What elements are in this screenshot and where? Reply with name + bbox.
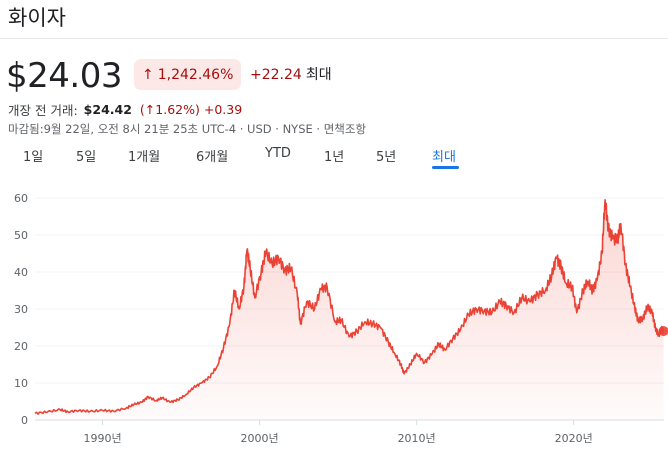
price-chart-svg: 0 10 20 30 40 50 60 1990년 2000년 2010년 2020년 bbox=[14, 192, 668, 445]
x-tick-label: 2010년 bbox=[398, 432, 436, 445]
absolute-change: +22.24 최대 bbox=[250, 64, 332, 84]
premarket-percent: (↑1.62%) bbox=[139, 102, 200, 117]
range-tabs: 1일 5일 1개월 6개월 YTD 1년 5년 최대 bbox=[0, 146, 668, 172]
y-tick-label: 10 bbox=[14, 377, 28, 390]
y-tick-label: 60 bbox=[14, 192, 28, 205]
premarket-price: $24.42 bbox=[83, 102, 132, 117]
y-tick-label: 50 bbox=[14, 229, 28, 242]
x-tick-label: 2000년 bbox=[241, 432, 279, 445]
x-tick-label: 2020년 bbox=[555, 432, 593, 445]
active-tab-indicator bbox=[432, 166, 459, 169]
price-area bbox=[35, 199, 664, 420]
tab-5-year[interactable]: 5년 bbox=[376, 150, 397, 165]
tab-1-year[interactable]: 1년 bbox=[324, 150, 345, 165]
price-chart[interactable]: 0 10 20 30 40 50 60 1990년 2000년 2010년 2020년 bbox=[0, 180, 668, 456]
tab-ytd[interactable]: YTD bbox=[265, 146, 291, 161]
percent-change-value: 1,242.46% bbox=[157, 66, 234, 83]
tab-6-month[interactable]: 6개월 bbox=[196, 150, 229, 165]
price-line bbox=[34, 199, 665, 415]
premarket-row: 개장 전 거래: $24.42 (↑1.62%) +0.39 bbox=[8, 100, 242, 119]
y-tick-label: 0 bbox=[21, 414, 28, 427]
change-period-label: 최대 bbox=[305, 67, 332, 83]
x-tick-label: 1990년 bbox=[83, 432, 121, 445]
y-tick-label: 30 bbox=[14, 303, 28, 316]
percent-change-badge: ↑ 1,242.46% bbox=[134, 59, 242, 90]
stock-title: 화이자 bbox=[8, 6, 66, 30]
tab-5-day[interactable]: 5일 bbox=[76, 150, 97, 165]
premarket-label: 개장 전 거래: bbox=[8, 103, 78, 118]
tab-1-month[interactable]: 1개월 bbox=[128, 150, 161, 165]
market-status-meta: 마감됨:9월 22일, 오전 8시 21분 25초 UTC-4 · USD · … bbox=[8, 122, 367, 136]
current-price: $24.03 bbox=[6, 56, 122, 96]
y-tick-label: 20 bbox=[14, 340, 28, 353]
premarket-change: +0.39 bbox=[203, 102, 243, 117]
title-divider bbox=[0, 38, 668, 39]
absolute-change-value: +22.24 bbox=[250, 67, 302, 83]
tab-1-day[interactable]: 1일 bbox=[23, 150, 44, 165]
tab-max[interactable]: 최대 bbox=[432, 150, 456, 165]
last-price-marker bbox=[658, 326, 668, 337]
up-arrow-icon: ↑ bbox=[142, 66, 154, 83]
y-tick-label: 40 bbox=[14, 266, 28, 279]
